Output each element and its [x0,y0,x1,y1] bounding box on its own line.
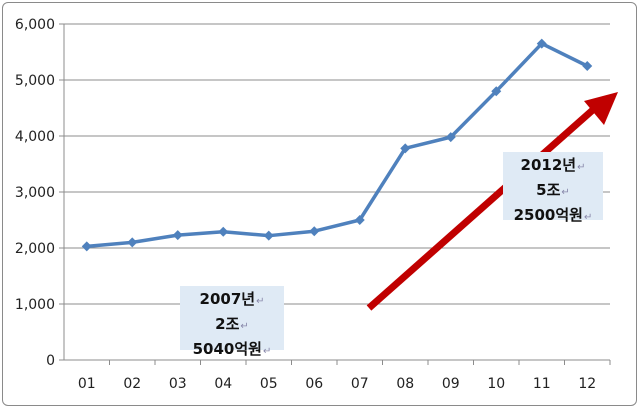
data-point [354,215,365,225]
x-tick-label: 11 [533,376,551,392]
series-line [81,38,593,252]
x-tick-label: 10 [487,376,505,392]
x-tick-label: 06 [305,376,323,392]
series-line [86,41,589,249]
y-tick-label: 5,000 [15,73,55,89]
data-point [582,61,593,71]
callout-2007-trillion: 2조 [215,315,240,333]
callout-2007-year: 2007년 [199,290,256,308]
x-tick-label: 01 [78,376,96,392]
callout-2007-billion: 5040억원 [192,340,262,358]
data-point [81,241,92,252]
x-tick-label: 02 [123,376,141,392]
y-tick-label: 4,000 [15,129,55,145]
data-point [445,132,456,143]
y-tick-label: 2,000 [15,241,55,257]
y-tick-labels: 0 1,000 2,000 3,000 4,000 5,000 6,000 [15,17,55,369]
callout-2007: 2007년↵ 2조↵ 5040억원↵ [180,286,284,358]
x-tick-label: 04 [214,376,232,392]
data-point [263,230,274,241]
callout-2012: 2012년↵ 5조↵ 2500억원↵ [503,152,603,224]
growth-arrow [366,92,618,311]
callout-2012-billion: 2500억원 [513,206,583,224]
y-tick-label: 6,000 [15,17,55,33]
callout-2012-trillion: 5조 [536,181,561,199]
arrow-shaft [366,105,598,311]
x-tick-label: 03 [169,376,187,392]
y-tick-label: 1,000 [15,297,55,313]
data-point [172,230,183,241]
x-tick-label: 09 [442,376,460,392]
arrow-head [584,92,618,125]
y-tick-label: 0 [46,353,55,369]
callout-2012-year: 2012년 [520,156,577,174]
data-point [127,237,138,248]
data-point [218,226,229,237]
data-point [491,86,502,97]
x-tick-label: 07 [351,376,369,392]
x-tick-label: 12 [578,376,596,392]
data-point [400,143,411,154]
x-tick-label: 08 [396,376,414,392]
y-tick-label: 3,000 [15,185,55,201]
x-tick-label: 05 [260,376,278,392]
data-point [536,38,547,49]
x-tick-labels: 01 02 03 04 05 06 07 08 09 10 11 12 [78,360,611,392]
data-point [309,226,320,237]
